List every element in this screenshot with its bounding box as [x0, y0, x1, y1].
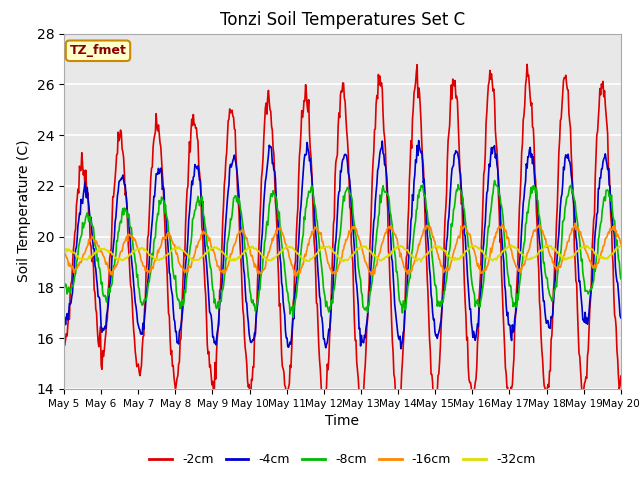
Text: TZ_fmet: TZ_fmet [70, 44, 127, 57]
-4cm [184, 235, 192, 241]
-16cm [127, 233, 135, 239]
-32cm [127, 252, 135, 257]
-8cm [428, 236, 435, 241]
-32cm [60, 245, 68, 251]
-4cm [127, 255, 135, 261]
-16cm [184, 268, 192, 274]
-8cm [289, 314, 297, 320]
-4cm [415, 138, 422, 144]
-16cm [428, 226, 435, 232]
-4cm [60, 317, 68, 323]
-8cm [214, 304, 221, 310]
-32cm [410, 255, 418, 261]
-16cm [617, 241, 625, 247]
X-axis label: Time: Time [325, 414, 360, 428]
-8cm [127, 225, 135, 231]
Line: -2cm: -2cm [64, 64, 621, 425]
-2cm [617, 373, 625, 379]
Line: -16cm: -16cm [64, 223, 621, 276]
-2cm [60, 330, 68, 336]
-32cm [617, 243, 625, 249]
-16cm [572, 220, 579, 226]
-8cm [60, 284, 68, 289]
-2cm [358, 422, 365, 428]
-32cm [417, 259, 425, 265]
Line: -8cm: -8cm [64, 180, 621, 317]
Line: -32cm: -32cm [64, 245, 621, 262]
-4cm [411, 172, 419, 178]
-4cm [397, 346, 404, 352]
-2cm [428, 372, 435, 377]
-2cm [127, 286, 135, 292]
-4cm [70, 269, 78, 275]
-16cm [292, 273, 300, 279]
-16cm [70, 270, 78, 276]
-4cm [214, 329, 221, 335]
-2cm [70, 241, 78, 247]
-8cm [491, 178, 499, 183]
-32cm [428, 248, 435, 253]
-32cm [214, 245, 221, 251]
-8cm [411, 223, 419, 228]
-8cm [184, 265, 192, 271]
-32cm [70, 250, 78, 255]
-2cm [214, 335, 221, 340]
-16cm [214, 264, 221, 269]
-16cm [411, 258, 419, 264]
-2cm [411, 86, 419, 92]
-2cm [524, 61, 531, 67]
Title: Tonzi Soil Temperatures Set C: Tonzi Soil Temperatures Set C [220, 11, 465, 29]
Y-axis label: Soil Temperature (C): Soil Temperature (C) [17, 140, 31, 282]
Legend: -2cm, -4cm, -8cm, -16cm, -32cm: -2cm, -4cm, -8cm, -16cm, -32cm [145, 448, 540, 471]
-8cm [617, 276, 625, 282]
Line: -4cm: -4cm [64, 141, 621, 349]
-8cm [70, 278, 78, 284]
-32cm [184, 252, 192, 258]
-2cm [184, 183, 192, 189]
-4cm [428, 297, 436, 303]
-4cm [617, 315, 625, 321]
-32cm [542, 242, 550, 248]
-16cm [60, 247, 68, 253]
